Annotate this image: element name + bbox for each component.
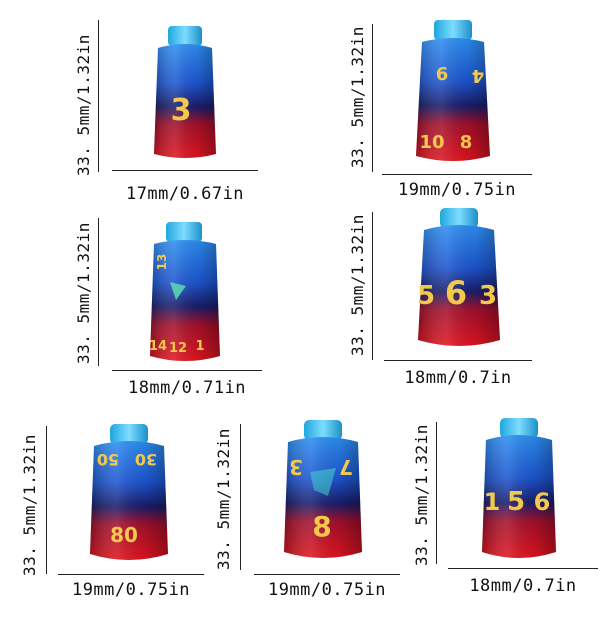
die-2-height-label: 33. 5mm/1.32in [348, 26, 367, 168]
die-5-numeral-2: 30 [135, 450, 157, 469]
die-7-numeral-3: 6 [534, 488, 551, 516]
die-2-numeral-4: 8 [460, 132, 473, 153]
die-1-height-label: 33. 5mm/1.32in [74, 34, 93, 176]
die-7-height-line [436, 422, 437, 564]
die-5-numeral-1: 50 [97, 450, 119, 469]
die-6-numeral-3: 8 [312, 510, 331, 543]
die-7-width-label: 18mm/0.7in [469, 576, 577, 596]
die-1-width-label: 17mm/0.67in [125, 184, 245, 204]
die-1-height-line [98, 20, 99, 172]
die-3-numeral-2: 14 [149, 339, 167, 354]
die-2-image: 6 4 10 8 [416, 20, 490, 161]
die-1-image: 3 [154, 26, 216, 158]
die-2-height-line [372, 24, 373, 172]
die-2-width-label: 19mm/0.75in [397, 180, 517, 200]
die-2-numeral-2: 4 [472, 65, 485, 86]
die-5-height-line [46, 426, 47, 574]
die-1-width-line [112, 170, 258, 171]
die-4-height-line [372, 212, 373, 360]
die-6-height-label: 33. 5mm/1.32in [214, 428, 233, 570]
die-5-image: 50 30 80 [90, 424, 168, 560]
die-3-height-line [98, 218, 99, 366]
die-7-image: 1 5 6 [482, 418, 556, 558]
die-4-height-label: 33. 5mm/1.32in [348, 214, 367, 356]
die-7-numeral-2: 5 [507, 487, 525, 517]
die-3-image: 13 14 12 1 [149, 222, 220, 361]
die-5-width-label: 19mm/0.75in [71, 580, 191, 600]
die-2-numeral-1: 6 [436, 64, 449, 85]
die-6-numeral-2: 7 [339, 455, 353, 479]
die-7-numeral-1: 1 [484, 488, 501, 516]
die-5-height-label: 33. 5mm/1.32in [20, 434, 39, 576]
die-4-width-label: 18mm/0.7in [404, 368, 512, 388]
die-4-width-line [384, 360, 532, 361]
die-5-numeral-3: 80 [110, 523, 138, 547]
die-3-height-label: 33. 5mm/1.32in [74, 222, 93, 364]
die-3-width-label: 18mm/0.71in [127, 378, 247, 398]
die-4-numeral-2: 6 [445, 274, 467, 312]
die-7-width-line [448, 568, 598, 569]
die-2-numeral-3: 10 [419, 132, 444, 153]
die-2-width-line [382, 174, 532, 175]
die-3-numeral-1: 13 [155, 254, 169, 271]
die-4-numeral-1: 5 [417, 281, 435, 311]
die-6-numeral-1: 3 [289, 455, 303, 479]
die-4-image: 5 6 3 [417, 208, 500, 346]
die-3-width-line [112, 370, 262, 371]
die-6-width-label: 19mm/0.75in [267, 580, 387, 600]
die-6-image: 3 7 8 [284, 420, 362, 558]
die-6-width-line [254, 574, 400, 575]
die-4-numeral-3: 3 [479, 281, 497, 311]
die-1-numeral-1: 3 [171, 93, 192, 128]
die-5-width-line [58, 574, 204, 575]
die-7-height-label: 33. 5mm/1.32in [412, 424, 431, 566]
die-3-numeral-4: 1 [195, 339, 204, 354]
die-6-height-line [240, 424, 241, 570]
die-3-numeral-3: 12 [169, 341, 187, 356]
